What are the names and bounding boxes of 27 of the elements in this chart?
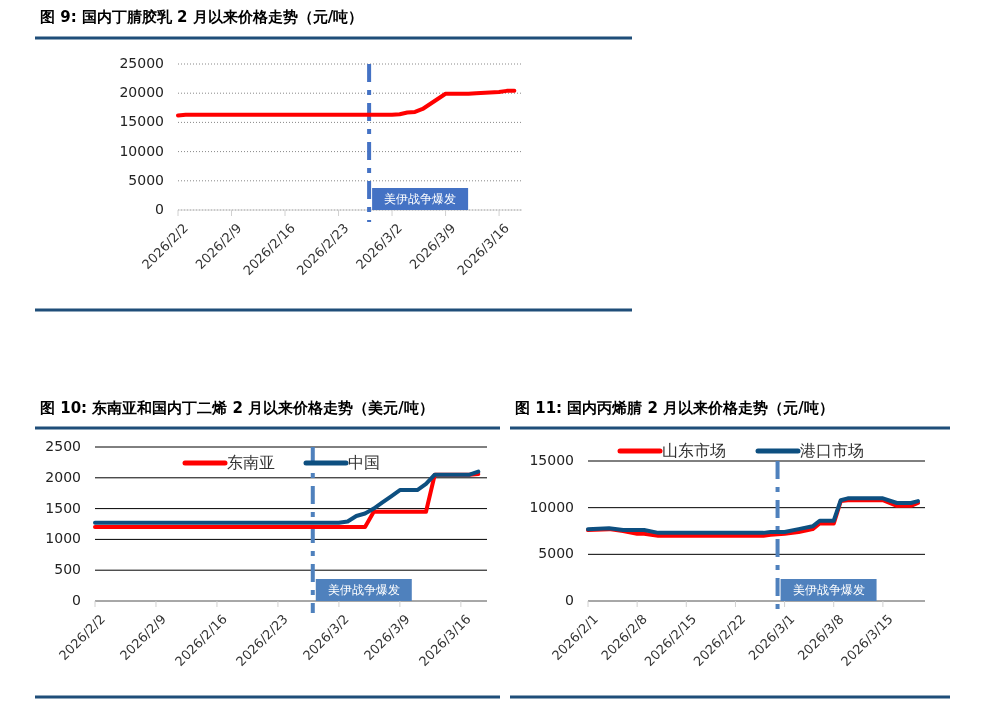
legend-label: 东南亚 <box>227 452 275 472</box>
ref-line-label: 美伊战争爆发 <box>327 582 400 597</box>
y-tick-label: 15000 <box>119 113 164 130</box>
y-tick-label: 1000 <box>45 530 81 547</box>
line-series <box>176 88 517 118</box>
y-tick-label: 20000 <box>119 84 164 101</box>
chart-title: 图 10: 东南亚和国内丁二烯 2 月以来价格走势（美元/吨） <box>40 399 434 417</box>
y-tick-label: 1500 <box>45 499 81 516</box>
y-tick-label: 0 <box>565 592 574 608</box>
y-tick-label: 15000 <box>529 452 574 468</box>
y-tick-label: 10000 <box>529 498 574 515</box>
legend-label: 山东市场 <box>662 440 726 460</box>
chart-title: 图 11: 国内丙烯腈 2 月以来价格走势（元/吨） <box>515 399 834 417</box>
y-tick-label: 0 <box>155 201 164 217</box>
chart-title: 图 9: 国内丁腈胶乳 2 月以来价格走势（元/吨） <box>40 8 364 26</box>
y-tick-label: 5000 <box>128 171 164 188</box>
legend-label: 港口市场 <box>800 440 864 460</box>
y-tick-label: 25000 <box>119 55 164 71</box>
y-tick-label: 0 <box>72 592 81 608</box>
legend-label: 中国 <box>348 452 380 472</box>
y-tick-label: 500 <box>54 561 81 578</box>
y-tick-label: 10000 <box>119 142 164 159</box>
ref-line-label: 美伊战争爆发 <box>792 582 865 597</box>
ref-line-label: 美伊战争爆发 <box>384 191 457 206</box>
y-tick-label: 5000 <box>538 545 574 562</box>
y-tick-label: 2500 <box>45 438 81 454</box>
y-tick-label: 2000 <box>45 468 81 485</box>
